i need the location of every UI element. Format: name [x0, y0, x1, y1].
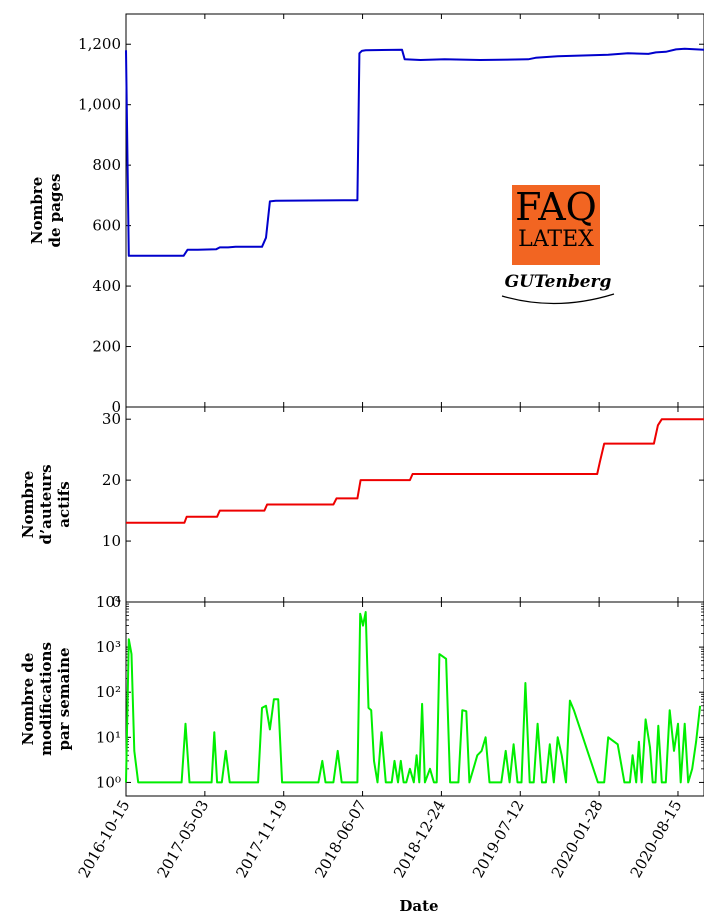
series-line	[125, 47, 704, 257]
x-tick-label: 2018-06-07	[311, 797, 370, 881]
y-axis-label-line: Nombre de	[19, 653, 37, 746]
y-tick-label: 200	[92, 338, 121, 356]
y-tick-label: 10³	[96, 638, 121, 656]
pages-panel: 0 200 400 600 800 1,000 1,200 Nombrede pages	[28, 13, 704, 416]
y-axis-label-line: par semaine	[55, 647, 73, 750]
x-tick-label: 2016-10-15	[75, 797, 134, 881]
x-tick-label: 2018-12-24	[390, 797, 449, 881]
gutenberg-logo-text: GUTenberg	[504, 272, 612, 292]
x-tick-label: 2017-05-03	[153, 797, 212, 881]
y-tick-label: 0	[111, 398, 121, 416]
y-tick-label: 10⁰	[96, 773, 121, 791]
faq-latex-logo: FAQ LATEX	[512, 185, 600, 265]
series-line	[126, 418, 704, 524]
changes-panel: 10⁰ 10¹ 10² 10³ 10⁴ Nombre demodificationspar…	[19, 593, 704, 797]
y-tick-label: 20	[102, 471, 121, 489]
gutenberg-swoosh-icon	[501, 293, 615, 305]
y-tick-label: 600	[92, 217, 121, 235]
x-axis-label: Date	[399, 897, 438, 915]
panel-frame	[125, 406, 704, 603]
faq-logo-text: FAQ	[515, 185, 597, 229]
x-tick-label: 2017-11-19	[232, 797, 291, 881]
y-axis-label-line: actifs	[55, 481, 73, 527]
date-axis: 2016-10-15 2017-05-03 2017-11-19 2018-06-07…	[75, 797, 686, 915]
y-tick-label: 1,000	[78, 96, 121, 114]
y-axis-label: Nombre demodificationspar semaine	[19, 642, 73, 756]
y-tick-label: 30	[102, 410, 121, 428]
y-tick-label: 400	[92, 277, 121, 295]
authors-panel: 0 10 20 30 Nombred’auteursactifs	[19, 406, 704, 611]
x-tick-label: 2019-07-12	[469, 797, 528, 881]
y-axis-label: Nombrede pages	[28, 174, 64, 248]
series-line	[125, 611, 702, 784]
y-axis-label-line: Nombre	[19, 471, 37, 539]
y-tick-label: 10	[102, 532, 121, 550]
x-tick-label: 2020-08-15	[627, 797, 686, 881]
y-axis-label-line: modifications	[37, 642, 55, 756]
y-tick-label: 10¹	[96, 728, 121, 746]
panel-frame	[125, 13, 704, 408]
y-axis-label-line: d’auteurs	[37, 464, 55, 544]
y-tick-label: 1,200	[78, 35, 121, 53]
y-axis-label-line: de pages	[46, 174, 64, 248]
y-tick-label: 10²	[96, 683, 121, 701]
y-axis-label-line: Nombre	[28, 177, 46, 245]
y-tick-label: 800	[92, 156, 121, 174]
y-axis-label: Nombred’auteursactifs	[19, 464, 73, 544]
x-tick-label: 2020-01-28	[548, 797, 607, 881]
y-tick-label: 10⁴	[96, 593, 121, 611]
y-tick-label: 0	[111, 593, 121, 611]
gutenberg-logo: GUTenberg	[496, 272, 620, 306]
latex-logo-text: LATEX	[518, 227, 594, 252]
